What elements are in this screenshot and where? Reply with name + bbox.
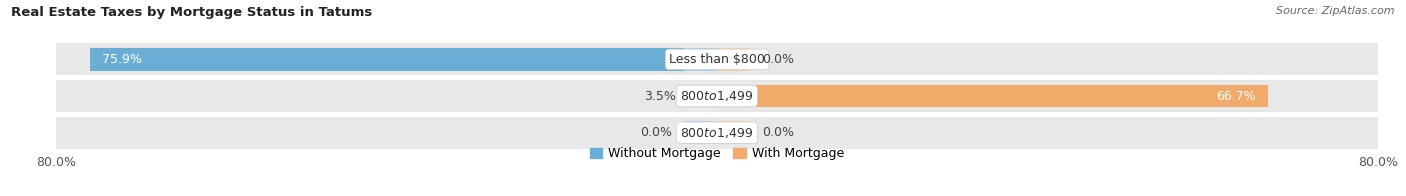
Bar (90, 48, 717, 71)
Text: Source: ZipAtlas.com: Source: ZipAtlas.com (1277, 6, 1395, 16)
Bar (717, 121, 751, 144)
Bar (56, 117, 1378, 149)
Bar (685, 85, 717, 107)
Text: $800 to $1,499: $800 to $1,499 (681, 89, 754, 103)
Text: 66.7%: 66.7% (1216, 90, 1256, 103)
Bar (56, 80, 1378, 112)
Text: Real Estate Taxes by Mortgage Status in Tatums: Real Estate Taxes by Mortgage Status in … (11, 6, 373, 19)
Text: 0.0%: 0.0% (762, 126, 794, 139)
Bar (688, 85, 717, 107)
Bar (56, 44, 1378, 75)
Bar (685, 48, 717, 71)
Text: 75.9%: 75.9% (103, 53, 142, 66)
Text: 0.0%: 0.0% (762, 53, 794, 66)
Text: 0.0%: 0.0% (640, 126, 672, 139)
Text: 3.5%: 3.5% (644, 90, 676, 103)
Legend: Without Mortgage, With Mortgage: Without Mortgage, With Mortgage (589, 147, 845, 160)
Text: $800 to $1,499: $800 to $1,499 (681, 126, 754, 140)
Text: Less than $800: Less than $800 (669, 53, 765, 66)
Bar (717, 48, 751, 71)
Bar (685, 121, 717, 144)
Bar (717, 85, 1268, 107)
Bar (717, 85, 751, 107)
